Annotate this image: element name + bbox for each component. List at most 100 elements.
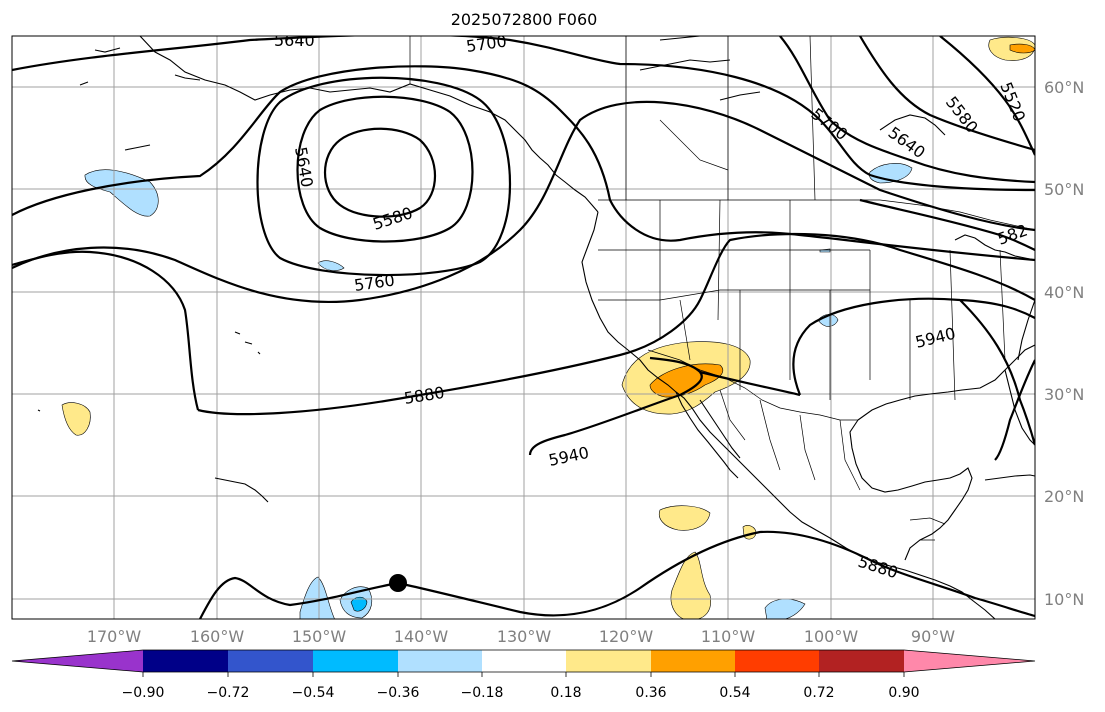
colorbar-tick-label: 0.90 bbox=[888, 685, 919, 701]
negative-shading-south-pacific-b-core bbox=[350, 596, 368, 612]
colorbar: −0.90 −0.72 −0.54 −0.36 −0.18 0.18 0.36 … bbox=[11, 649, 1036, 701]
contour-5700-north bbox=[12, 36, 1035, 192]
lat-label: 40°N bbox=[1044, 283, 1084, 302]
baja-peninsula bbox=[675, 391, 741, 479]
map-frame bbox=[11, 35, 1036, 620]
alaska-coast bbox=[139, 36, 599, 213]
political-borders bbox=[409, 36, 1035, 541]
us-canada-border bbox=[598, 199, 1035, 231]
colorbar-ticks bbox=[142, 672, 905, 677]
contour-label: 5700 bbox=[808, 104, 852, 144]
negative-shading-tiny bbox=[819, 248, 831, 253]
colorbar-tick-label: −0.54 bbox=[292, 685, 335, 701]
lon-label: 170°W bbox=[87, 627, 142, 646]
negative-shading-south-pacific-c bbox=[764, 598, 806, 619]
canada-provinces bbox=[625, 36, 816, 201]
colorbar-tick-label: −0.18 bbox=[461, 685, 504, 701]
colorbar-tick-label: 0.36 bbox=[635, 685, 666, 701]
great-lakes bbox=[954, 234, 1035, 261]
colorbar-tick-label: 0.18 bbox=[550, 685, 581, 701]
west-coast bbox=[581, 211, 996, 619]
cuba bbox=[984, 474, 1035, 481]
contour-low-center bbox=[323, 127, 437, 218]
lon-label: 100°W bbox=[804, 627, 859, 646]
colorbar-tick-labels: −0.90 −0.72 −0.54 −0.36 −0.18 0.18 0.36 … bbox=[122, 685, 920, 701]
contour-5640-ne bbox=[779, 36, 1035, 184]
contour-5580-ne bbox=[859, 36, 1035, 152]
longitude-labels: 170°W 160°W 150°W 140°W 130°W 120°W 110°… bbox=[87, 627, 955, 646]
contour-label: 5880 bbox=[856, 552, 901, 583]
negative-shading-north-pacific bbox=[84, 169, 159, 217]
tropical-cyclone-marker bbox=[389, 574, 407, 592]
contour-5520-ne bbox=[939, 36, 1035, 156]
map-area: 5640 5700 5640 5580 5760 5880 5940 5940 … bbox=[12, 31, 1035, 619]
lat-label: 30°N bbox=[1044, 385, 1084, 404]
lat-label: 10°N bbox=[1044, 590, 1084, 609]
colorbar-segment bbox=[482, 650, 566, 672]
lon-label: 160°W bbox=[190, 627, 245, 646]
positive-shading-central-pacific bbox=[61, 402, 91, 436]
colorbar-tick-label: 0.72 bbox=[803, 685, 834, 701]
lon-label: 130°W bbox=[497, 627, 552, 646]
contour-5760-ne bbox=[859, 198, 1035, 251]
us-states bbox=[598, 199, 1006, 401]
hawaii-islands bbox=[214, 331, 269, 503]
contour-label: 5520 bbox=[996, 79, 1029, 124]
lon-label: 110°W bbox=[701, 627, 756, 646]
lat-label: 50°N bbox=[1044, 180, 1084, 199]
colorbar-tick-label: 0.54 bbox=[719, 685, 750, 701]
contour-label: 5640 bbox=[274, 31, 315, 50]
contour-label: 5580 bbox=[942, 93, 982, 137]
contour-label: 5940 bbox=[913, 324, 957, 352]
contour-5880-main bbox=[12, 232, 1035, 416]
pacific-island bbox=[37, 409, 41, 412]
contour-labels: 5640 5700 5640 5580 5760 5880 5940 5940 … bbox=[274, 31, 1030, 583]
contour-5880-east bbox=[994, 359, 1035, 461]
aleutian-islands bbox=[79, 47, 201, 151]
gulf-coast bbox=[849, 419, 973, 561]
colorbar-segment bbox=[566, 650, 651, 672]
hudson-bay bbox=[879, 114, 946, 136]
contour-label: 5880 bbox=[403, 383, 446, 408]
contour-label: 5580 bbox=[370, 203, 415, 234]
colorbar-segment bbox=[735, 650, 819, 672]
colorbar-high-extend bbox=[904, 650, 1035, 672]
contour-low-ring bbox=[296, 95, 474, 243]
colorbar-segment bbox=[398, 650, 482, 672]
lon-label: 90°W bbox=[911, 627, 955, 646]
central-america-borders bbox=[909, 517, 946, 541]
lon-label: 150°W bbox=[292, 627, 347, 646]
arctic-islands bbox=[639, 36, 761, 101]
lat-label: 20°N bbox=[1044, 487, 1084, 506]
colorbar-segment bbox=[228, 650, 313, 672]
east-coast bbox=[1017, 299, 1035, 361]
colorbar-segment bbox=[819, 650, 904, 672]
lat-lon-grid bbox=[12, 36, 1035, 619]
negative-shading-south-pacific-a bbox=[299, 576, 335, 619]
colorbar-tick-label: −0.90 bbox=[122, 685, 165, 701]
positive-shading-east-pacific bbox=[670, 551, 711, 619]
latitude-labels: 60°N 50°N 40°N 30°N 20°N 10°N bbox=[1044, 78, 1084, 609]
contour-label: 5640 bbox=[885, 123, 929, 162]
contour-label: 5940 bbox=[547, 443, 591, 470]
contour-5940-main bbox=[528, 356, 801, 456]
lon-label: 120°W bbox=[599, 627, 654, 646]
mexico-states bbox=[719, 389, 861, 491]
map-title: 2025072800 F060 bbox=[450, 10, 598, 29]
negative-shading-small-a bbox=[317, 260, 345, 271]
contour-5820 bbox=[12, 100, 1035, 304]
colorbar-segment bbox=[651, 650, 735, 672]
lon-label: 140°W bbox=[394, 627, 449, 646]
colorbar-tick-label: −0.72 bbox=[207, 685, 250, 701]
contour-5940-east bbox=[792, 297, 1035, 446]
positive-shading-mexico-coast bbox=[658, 505, 711, 531]
colorbar-segment bbox=[313, 650, 398, 672]
contour-label: 5640 bbox=[291, 145, 317, 188]
colorbar-low-extend bbox=[12, 650, 143, 672]
contour-5880-south bbox=[199, 530, 1035, 619]
contour-label: 5700 bbox=[465, 31, 508, 55]
height-contours bbox=[12, 36, 1035, 619]
colorbar-tick-label: −0.36 bbox=[377, 685, 420, 701]
florida bbox=[1004, 369, 1035, 446]
